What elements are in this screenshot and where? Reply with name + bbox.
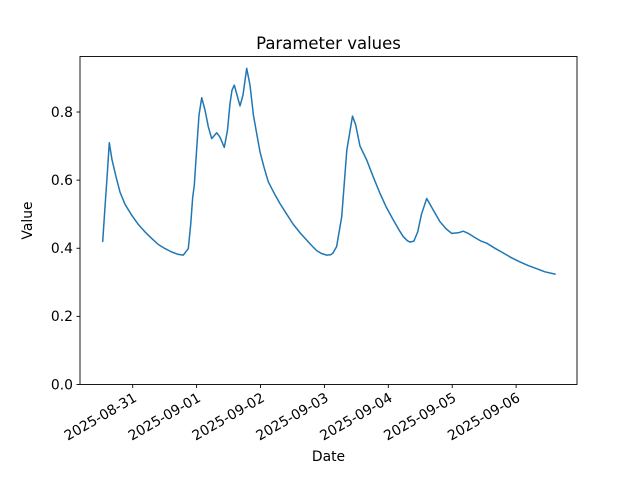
plot-frame <box>79 56 578 385</box>
x-tick-label: 2025-09-06 <box>445 390 523 444</box>
chart-title: Parameter values <box>256 34 401 53</box>
y-tick-label: 0.6 <box>51 173 73 189</box>
y-axis-label: Value <box>20 201 36 239</box>
x-axis-label: Date <box>312 449 345 465</box>
y-tick-label: 0.4 <box>51 241 73 257</box>
data-line <box>101 67 556 275</box>
y-tick-label: 0.2 <box>51 309 73 325</box>
y-tick-label: 0.8 <box>51 105 73 121</box>
y-tick-label: 0.0 <box>51 377 73 393</box>
